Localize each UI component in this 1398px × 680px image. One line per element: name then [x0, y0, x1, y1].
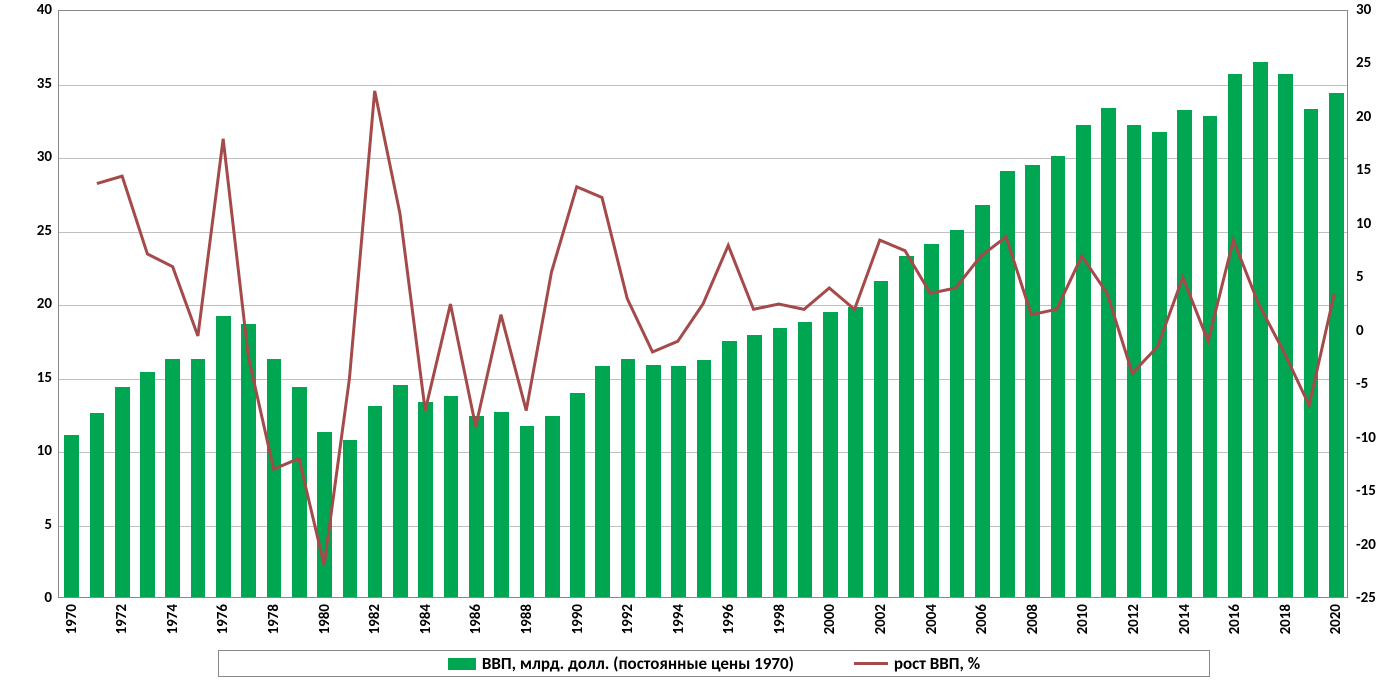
x-tick-label: 1972	[113, 604, 131, 634]
y-right-tick-label: 20	[1356, 108, 1396, 126]
x-tick-label: 1990	[569, 604, 587, 634]
y-left-tick-label: 30	[12, 148, 52, 166]
y-right-tick-label: 10	[1356, 215, 1396, 233]
legend-line-label: рост ВВП, %	[894, 653, 980, 674]
x-tick-label: 2006	[973, 604, 991, 634]
chart-container: ВВП, млрд. долл. (постоянные цены 1970) …	[0, 0, 1398, 680]
y-left-tick-label: 15	[12, 369, 52, 387]
x-tick-label: 1984	[417, 604, 435, 634]
y-right-tick-label: 0	[1356, 322, 1396, 340]
x-tick-label: 2008	[1024, 604, 1042, 634]
line-swatch-icon	[854, 662, 888, 665]
y-right-tick-label: -5	[1356, 375, 1396, 393]
x-tick-label: 1974	[164, 604, 182, 634]
growth-line	[59, 11, 1347, 597]
legend: ВВП, млрд. долл. (постоянные цены 1970) …	[218, 650, 1210, 677]
legend-item-bar: ВВП, млрд. долл. (постоянные цены 1970)	[448, 653, 794, 674]
x-tick-label: 2010	[1074, 604, 1092, 634]
y-right-tick-label: -10	[1356, 429, 1396, 447]
y-left-tick-label: 5	[12, 516, 52, 534]
x-tick-label: 2012	[1125, 604, 1143, 634]
y-right-tick-label: -15	[1356, 482, 1396, 500]
y-left-tick-label: 25	[12, 222, 52, 240]
x-tick-label: 1982	[366, 604, 384, 634]
x-tick-label: 1978	[265, 604, 283, 634]
x-tick-label: 2002	[872, 604, 890, 634]
x-tick-label: 1994	[670, 604, 688, 634]
y-right-tick-label: -20	[1356, 536, 1396, 554]
y-left-tick-label: 20	[12, 295, 52, 313]
legend-bar-label: ВВП, млрд. долл. (постоянные цены 1970)	[482, 653, 794, 674]
y-right-tick-label: 25	[1356, 54, 1396, 72]
x-tick-label: 1988	[518, 604, 536, 634]
x-tick-label: 2004	[923, 604, 941, 634]
x-tick-label: 1986	[467, 604, 485, 634]
y-left-tick-label: 0	[12, 589, 52, 607]
x-tick-label: 1980	[316, 604, 334, 634]
x-tick-label: 2020	[1327, 604, 1345, 634]
x-tick-label: 2000	[821, 604, 839, 634]
y-right-tick-label: 5	[1356, 268, 1396, 286]
y-left-tick-label: 40	[12, 1, 52, 19]
x-tick-label: 1992	[619, 604, 637, 634]
x-tick-label: 1996	[720, 604, 738, 634]
bar-swatch-icon	[448, 658, 476, 670]
y-left-tick-label: 35	[12, 75, 52, 93]
x-tick-label: 1998	[771, 604, 789, 634]
x-tick-label: 1976	[214, 604, 232, 634]
y-left-tick-label: 10	[12, 442, 52, 460]
plot-area	[58, 10, 1348, 598]
x-tick-label: 2016	[1226, 604, 1244, 634]
legend-item-line: рост ВВП, %	[854, 653, 980, 674]
y-right-tick-label: -25	[1356, 589, 1396, 607]
y-right-tick-label: 15	[1356, 161, 1396, 179]
x-tick-label: 2018	[1277, 604, 1295, 634]
x-tick-label: 2014	[1176, 604, 1194, 634]
y-right-tick-label: 30	[1356, 1, 1396, 19]
x-tick-label: 1970	[63, 604, 81, 634]
